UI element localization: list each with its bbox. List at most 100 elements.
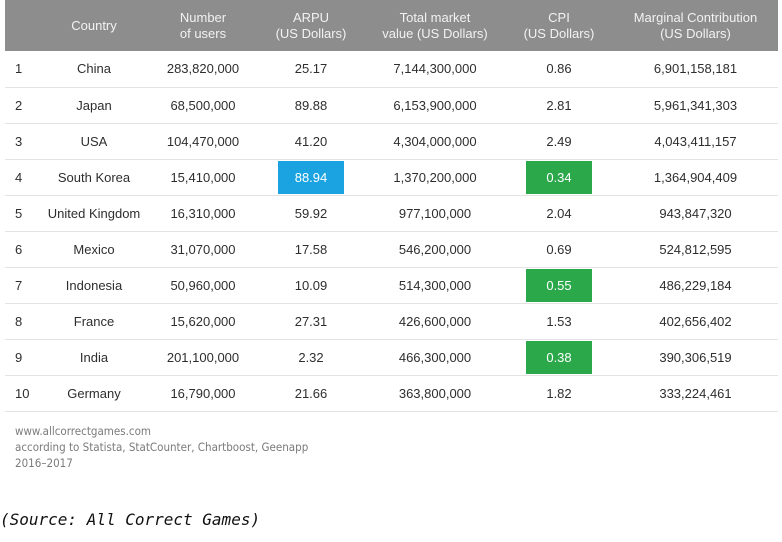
table-row: 1 China 283,820,000 25.17 7,144,300,000 0.86 6…	[5, 51, 778, 88]
table-header-row: Country Number of users ARPU (US Dollars) …	[5, 0, 778, 51]
cell-arpu-text: 59.92	[294, 205, 328, 221]
cell-country-text: China	[77, 61, 111, 77]
cell-country-text: India	[79, 349, 109, 365]
cell-market-value-text: 363,800,000	[398, 385, 472, 401]
cell-market-value-text: 546,200,000	[398, 241, 472, 257]
cell-rank-text: 9	[15, 349, 23, 365]
cell-cpi-text: 1.82	[546, 385, 572, 401]
cell-users-text: 104,470,000	[166, 133, 240, 149]
arpu-highlight-box: 88.94	[278, 160, 344, 194]
cell-cpi-text: 0.86	[546, 61, 572, 77]
cell-marginal-contribution-text: 486,229,184	[659, 277, 732, 293]
cell-market-value: 4,304,000,000	[365, 123, 505, 160]
cell-rank: 4	[5, 159, 39, 196]
cell-rank: 1	[5, 51, 39, 88]
cell-market-value-text: 426,600,000	[398, 313, 472, 329]
cell-users: 15,620,000	[149, 303, 257, 340]
cell-users: 201,100,000	[149, 339, 257, 376]
cell-cpi: 0.69	[505, 231, 613, 268]
cell-marginal-contribution: 1,364,904,409	[613, 159, 778, 196]
footer-website: www.allcorrectgames.com	[15, 424, 152, 438]
cell-arpu: 21.66	[257, 375, 365, 412]
cell-users: 68,500,000	[149, 87, 257, 124]
market-table: Country Number of users ARPU (US Dollars) …	[5, 0, 778, 412]
cell-arpu: 27.31	[257, 303, 365, 340]
table-row: 6 Mexico 31,070,000 17.58 546,200,000 0.69 524…	[5, 231, 778, 268]
cell-rank-text: 6	[15, 241, 23, 257]
cell-arpu-text: 2.32	[298, 349, 324, 365]
cell-cpi: 0.55	[505, 267, 613, 304]
cell-market-value: 514,300,000	[365, 267, 505, 304]
cell-rank: 2	[5, 87, 39, 124]
cell-arpu-text: 89.88	[294, 97, 328, 113]
cell-cpi-text: 0.69	[546, 241, 572, 257]
table-row: 4 South Korea 15,410,000 88.94 1,370,200,000…	[5, 159, 778, 196]
cell-rank-text: 8	[15, 313, 23, 329]
cell-cpi-text: 2.04	[546, 205, 572, 221]
cell-users: 16,790,000	[149, 375, 257, 412]
cell-rank: 7	[5, 267, 39, 304]
cell-rank-text: 5	[15, 205, 23, 221]
footer-sources: according to Statista, StatCounter, Char…	[15, 440, 309, 454]
cell-users: 31,070,000	[149, 231, 257, 268]
cell-users-text: 68,500,000	[170, 97, 236, 113]
cell-arpu-text: 88.94	[294, 169, 328, 185]
cell-cpi: 0.86	[505, 51, 613, 88]
cpi-highlight-box: 0.34	[526, 160, 592, 194]
cell-users: 50,960,000	[149, 267, 257, 304]
cell-country-text: Mexico	[73, 241, 115, 257]
header-cpi: CPI (US Dollars)	[523, 9, 595, 41]
cell-arpu: 41.20	[257, 123, 365, 160]
cell-cpi-text: 0.34	[546, 169, 572, 185]
table-row: 3 USA 104,470,000 41.20 4,304,000,000 2.49 4,0…	[5, 123, 778, 160]
cell-market-value-text: 977,100,000	[398, 205, 472, 221]
cell-market-value-text: 466,300,000	[398, 349, 472, 365]
cell-arpu-text: 25.17	[294, 61, 328, 77]
cell-marginal-contribution: 943,847,320	[613, 195, 778, 232]
cell-users: 104,470,000	[149, 123, 257, 160]
cell-country-text: USA	[80, 133, 108, 149]
cell-market-value-text: 6,153,900,000	[393, 97, 477, 113]
cpi-highlight-box: 0.55	[526, 268, 592, 302]
cell-market-value: 466,300,000	[365, 339, 505, 376]
cell-arpu: 89.88	[257, 87, 365, 124]
cell-arpu: 17.58	[257, 231, 365, 268]
cell-country: South Korea	[39, 159, 149, 196]
cell-market-value-text: 7,144,300,000	[393, 61, 477, 77]
cell-country-text: Germany	[67, 385, 121, 401]
cell-country: Mexico	[39, 231, 149, 268]
cell-arpu-text: 10.09	[294, 277, 328, 293]
cell-market-value: 7,144,300,000	[365, 51, 505, 88]
cell-rank: 10	[5, 375, 39, 412]
cell-country-text: France	[73, 313, 115, 329]
cell-marginal-contribution: 486,229,184	[613, 267, 778, 304]
cell-market-value: 6,153,900,000	[365, 87, 505, 124]
table-row: 10 Germany 16,790,000 21.66 363,800,000 1.82 3…	[5, 375, 778, 412]
cell-rank-text: 1	[15, 61, 23, 77]
cell-rank: 9	[5, 339, 39, 376]
cell-country: Indonesia	[39, 267, 149, 304]
cell-users-text: 16,790,000	[170, 385, 236, 401]
cell-users-text: 15,410,000	[170, 169, 236, 185]
cell-marginal-contribution: 5,961,341,303	[613, 87, 778, 124]
cell-users: 16,310,000	[149, 195, 257, 232]
header-rank	[5, 0, 39, 51]
table-panel: Country Number of users ARPU (US Dollars) …	[5, 0, 778, 484]
cell-country-text: South Korea	[57, 169, 131, 185]
cell-rank-text: 7	[15, 277, 23, 293]
cell-arpu-text: 27.31	[294, 313, 328, 329]
cell-marginal-contribution: 402,656,402	[613, 303, 778, 340]
table-row: 7 Indonesia 50,960,000 10.09 514,300,000 0.55…	[5, 267, 778, 304]
table-row: 2 Japan 68,500,000 89.88 6,153,900,000 2.81 5,…	[5, 87, 778, 124]
cell-market-value: 977,100,000	[365, 195, 505, 232]
header-marginal-contribution: Marginal Contribution (US Dollars)	[633, 9, 758, 41]
cell-arpu: 25.17	[257, 51, 365, 88]
cpi-highlight-box: 0.38	[526, 340, 592, 374]
cell-cpi-text: 2.81	[546, 97, 572, 113]
cell-rank: 3	[5, 123, 39, 160]
cell-cpi-text: 0.38	[546, 349, 572, 365]
cell-cpi-text: 2.49	[546, 133, 572, 149]
table-row: 5 United Kingdom 16,310,000 59.92 977,100,00…	[5, 195, 778, 232]
cell-cpi: 1.82	[505, 375, 613, 412]
cell-arpu-text: 17.58	[294, 241, 328, 257]
